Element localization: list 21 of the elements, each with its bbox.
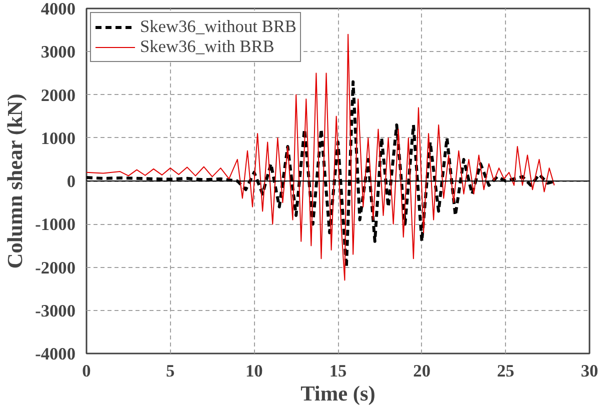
- y-tick-label: -4000: [35, 344, 76, 364]
- x-tick-label: 10: [246, 362, 263, 380]
- y-tick-label: 0: [66, 172, 76, 191]
- x-tick-label: 5: [166, 362, 175, 380]
- y-tick-label: -1000: [35, 215, 76, 234]
- y-axis-title: Column shear (kN): [3, 94, 28, 269]
- legend-label: Skew36_with BRB: [140, 37, 274, 57]
- legend-label: Skew36_without BRB: [140, 17, 296, 37]
- x-tick-label: 15: [329, 362, 347, 380]
- x-tick-label: 25: [497, 362, 515, 380]
- y-tick-label: -2000: [35, 258, 76, 278]
- y-tick-label: 3000: [40, 42, 76, 62]
- x-tick-label: 0: [82, 362, 91, 380]
- x-tick-label: 20: [413, 362, 430, 380]
- line-series: [86, 34, 555, 281]
- y-tick-label: -3000: [35, 301, 76, 320]
- x-tick-label: 30: [580, 362, 598, 380]
- y-tick-label: 1000: [40, 128, 76, 148]
- x-axis-title: Time (s): [300, 382, 376, 406]
- y-tick-label: 2000: [40, 86, 76, 105]
- y-tick-label: 4000: [40, 0, 76, 18]
